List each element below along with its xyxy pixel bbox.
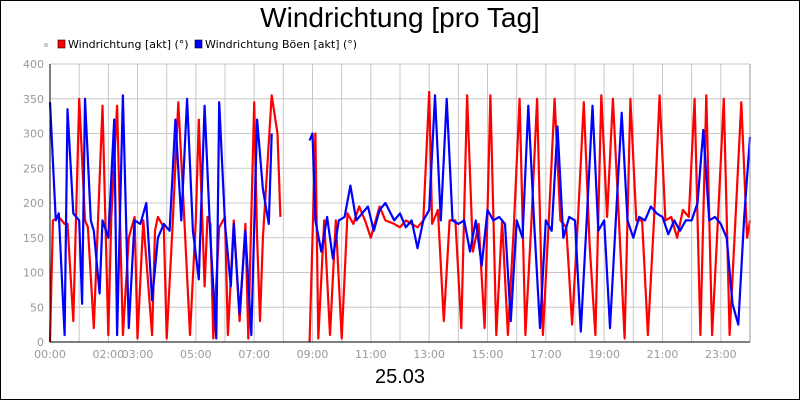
series-line-2 [308, 94, 752, 333]
series-line-2 [48, 94, 273, 340]
x-axis-label: 25.03 [374, 366, 426, 388]
x-tick-label: 00:00 [34, 348, 66, 361]
series-lines [48, 90, 752, 343]
legend-swatch [57, 39, 66, 49]
y-tick-label: 150 [23, 232, 44, 245]
x-tick-label: 09:00 [297, 348, 329, 361]
y-tick-label: 100 [23, 267, 44, 280]
x-tick-label: 05:00 [180, 348, 212, 361]
x-tick-label: 03:00 [122, 348, 154, 361]
series-line-1 [48, 94, 282, 343]
y-tick-label: 250 [23, 162, 44, 175]
y-tick-label: 200 [23, 197, 44, 210]
x-tick-label: 02:00 [92, 348, 124, 361]
x-tick-label: 07:00 [238, 348, 270, 361]
legend-entry: Windrichtung [akt] (°) [68, 38, 189, 51]
legend-marker [44, 43, 48, 47]
axes [49, 64, 751, 343]
grid [49, 63, 751, 343]
x-tick-label: 17:00 [530, 348, 562, 361]
y-tick-label: 300 [23, 128, 44, 141]
legend: Windrichtung [akt] (°) Windrichtung Böen … [44, 38, 357, 51]
x-tick-label: 15:00 [472, 348, 504, 361]
y-tick-label: 400 [23, 58, 44, 71]
legend-entry: Windrichtung Böen [akt] (°) [205, 38, 357, 51]
x-tick-label: 21:00 [647, 348, 679, 361]
x-tick-label: 13:00 [413, 348, 445, 361]
x-tick-label: 11:00 [355, 348, 387, 361]
y-tick-label: 350 [23, 93, 44, 106]
y-tick-label: 0 [37, 336, 44, 349]
x-tick-label: 23:00 [705, 348, 737, 361]
y-tick-label: 50 [30, 301, 44, 314]
x-tick-label: 19:00 [588, 348, 620, 361]
chart-title: Windrichtung [pro Tag] [260, 2, 540, 33]
legend-swatch [194, 39, 203, 49]
